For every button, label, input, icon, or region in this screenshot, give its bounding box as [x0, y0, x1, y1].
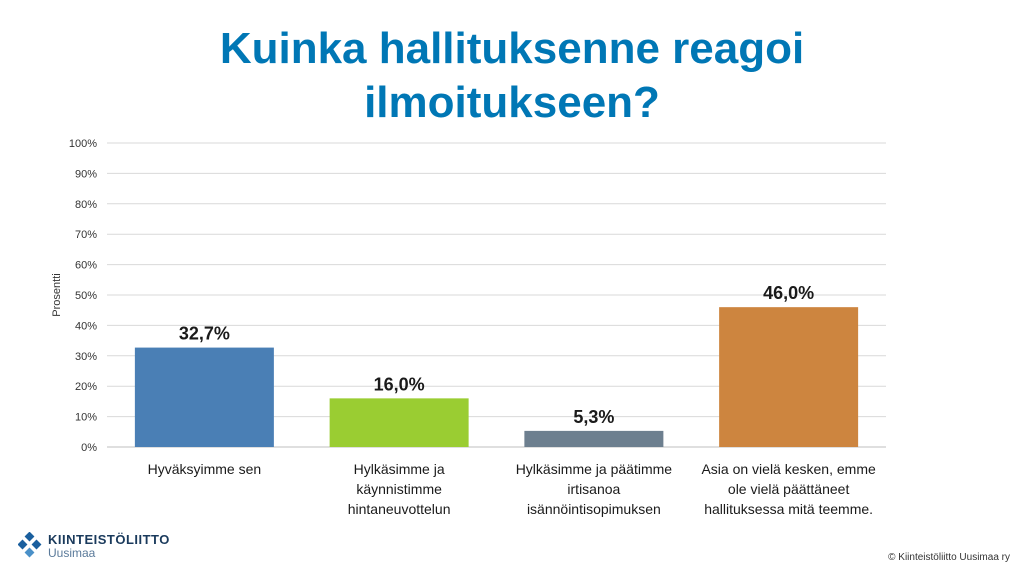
y-tick-label: 40% [75, 320, 97, 332]
data-label: 32,7% [179, 324, 230, 344]
data-label: 5,3% [573, 407, 614, 427]
bar [329, 398, 469, 447]
y-tick-label: 50% [75, 290, 97, 302]
y-tick-label: 90% [75, 168, 97, 180]
y-tick-label: 100% [69, 138, 97, 150]
logo-line-2: Uusimaa [48, 546, 96, 560]
data-label: 46,0% [763, 283, 814, 303]
x-category-label: Hylkäsimme ja päätimme [516, 461, 673, 477]
y-tick-label: 10% [75, 412, 97, 424]
y-axis-label: Prosentti [51, 273, 63, 316]
x-category-label: hallituksessa mitä teemme. [704, 501, 873, 517]
x-category-label: ole vielä päättäneet [728, 481, 850, 497]
x-category-label: käynnistimme [356, 481, 442, 497]
y-tick-label: 60% [75, 260, 97, 272]
y-tick-label: 70% [75, 229, 97, 241]
y-tick-label: 30% [75, 351, 97, 363]
page-title: Kuinka hallituksenne reagoi ilmoitukseen… [0, 22, 1024, 130]
logo: KIINTEISTÖLIITTO Uusimaa [18, 530, 188, 562]
bar [524, 430, 664, 447]
title-line-2: ilmoitukseen? [364, 78, 660, 127]
x-category-label: Hyväksyimme sen [148, 461, 262, 477]
y-tick-label: 20% [75, 381, 97, 393]
y-tick-label: 0% [81, 442, 97, 454]
logo-diamond-icon [18, 532, 42, 558]
x-category-label: Hylkäsimme ja [354, 461, 445, 477]
y-tick-label: 80% [75, 199, 97, 211]
bar [719, 307, 859, 447]
bar [134, 347, 274, 447]
title-line-1: Kuinka hallituksenne reagoi [219, 24, 805, 73]
logo-line-1: KIINTEISTÖLIITTO [48, 532, 170, 547]
x-category-label: irtisanoa [567, 481, 620, 497]
x-category-label: isännöintisopimuksen [527, 501, 661, 517]
x-category-label: hintaneuvottelun [348, 501, 451, 517]
copyright-text: © Kiinteistöliitto Uusimaa ry [888, 552, 1010, 563]
data-label: 16,0% [374, 374, 425, 394]
x-category-label: Asia on vielä kesken, emme [701, 461, 876, 477]
